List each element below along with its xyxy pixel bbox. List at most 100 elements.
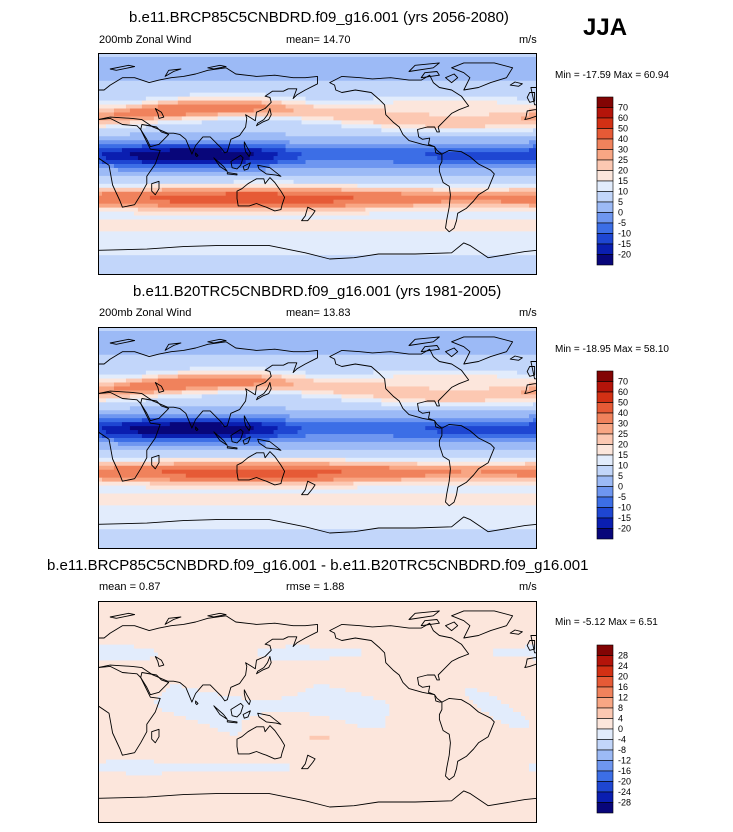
panel-3-title: b.e11.BRCP85C5CNBDRD.f09_g16.001 - b.e11…: [47, 557, 589, 574]
colorbar-3-box-14: [596, 791, 614, 803]
panel-2-title: b.e11.B20TRC5CNBDRD.f09_g16.001 (yrs 198…: [133, 283, 502, 300]
panel-1-mean-label: mean= 14.70: [286, 34, 351, 46]
panel-1-map: [98, 53, 537, 275]
colorbar-2-box-1: [596, 381, 614, 393]
colorbar-1-label-9: 5: [618, 197, 623, 207]
colorbar-2-label-6: 20: [618, 440, 628, 450]
colorbar-2-box-7: [596, 444, 614, 456]
colorbar-3-label-6: 4: [618, 714, 623, 724]
colorbar-3-box-0: [596, 644, 614, 656]
panel-2-units: m/s: [519, 307, 537, 319]
colorbar-2-label-2: 50: [618, 398, 628, 408]
colorbar-1-box-0: [596, 96, 614, 108]
colorbar-2-label-13: -15: [618, 513, 631, 523]
colorbar-2-box-8: [596, 454, 614, 466]
colorbar-2-box-4: [596, 412, 614, 424]
colorbar-3-box-5: [596, 697, 614, 709]
colorbar-3-label-0: 28: [618, 651, 628, 661]
colorbar-3-label-9: -8: [618, 745, 626, 755]
colorbar-1-label-4: 30: [618, 145, 628, 155]
panel-1-units: m/s: [519, 34, 537, 46]
colorbar-3-box-11: [596, 760, 614, 772]
colorbar-3-label-13: -24: [618, 787, 631, 797]
colorbar-3-box-3: [596, 676, 614, 688]
map-1-field: [98, 53, 537, 275]
colorbar-3-box-15: [596, 802, 614, 814]
colorbar-1-label-12: -10: [618, 229, 631, 239]
colorbar-2-box-3: [596, 402, 614, 414]
panel-3-units: m/s: [519, 581, 537, 593]
colorbar-3-label-3: 16: [618, 682, 628, 692]
panel-1-field-label: 200mb Zonal Wind: [99, 34, 192, 46]
colorbar-1-box-6: [596, 159, 614, 171]
colorbar-1-label-14: -20: [618, 250, 631, 260]
colorbar-1-box-10: [596, 201, 614, 213]
map-2-frame: [98, 327, 537, 549]
colorbar-3-box-13: [596, 781, 614, 793]
panel-1-minmax: Min = -17.59 Max = 60.94: [555, 70, 669, 81]
colorbar-2-label-11: -5: [618, 492, 626, 502]
colorbar-3-box-10: [596, 749, 614, 761]
colorbar-2-box-11: [596, 486, 614, 498]
colorbar-2-box-0: [596, 370, 614, 382]
colorbar-1-box-5: [596, 149, 614, 161]
colorbar-3-label-5: 8: [618, 703, 623, 713]
map-2-coastlines: [98, 336, 537, 549]
colorbar-1-box-13: [596, 233, 614, 245]
map-1-frame: [98, 53, 537, 275]
colorbar-2-label-0: 70: [618, 377, 628, 387]
colorbar-1-label-11: -5: [618, 218, 626, 228]
colorbar-1-label-2: 50: [618, 124, 628, 134]
colorbar-1-label-8: 10: [618, 187, 628, 197]
colorbar-2-box-10: [596, 475, 614, 487]
colorbar-2-label-1: 60: [618, 387, 628, 397]
colorbar-2-box-2: [596, 391, 614, 403]
colorbar-3-box-4: [596, 686, 614, 698]
colorbar-3-box-12: [596, 770, 614, 782]
colorbar-1-label-3: 40: [618, 134, 628, 144]
map-3-coastlines: [98, 610, 537, 823]
colorbar-1-box-11: [596, 212, 614, 224]
colorbar-3-box-9: [596, 739, 614, 751]
season-label: JJA: [583, 14, 628, 41]
colorbar-2-box-13: [596, 507, 614, 519]
map-2-field: [98, 327, 537, 549]
colorbar-1-box-4: [596, 138, 614, 150]
colorbar-2-label-5: 25: [618, 429, 628, 439]
colorbar-3-label-4: 12: [618, 693, 628, 703]
colorbar-2-label-4: 30: [618, 419, 628, 429]
colorbar-1-label-13: -15: [618, 239, 631, 249]
colorbar-2-label-8: 10: [618, 461, 628, 471]
colorbar-1-label-0: 70: [618, 103, 628, 113]
colorbar-2-label-12: -10: [618, 503, 631, 513]
colorbar-2-label-10: 0: [618, 482, 623, 492]
colorbar-1-box-2: [596, 117, 614, 129]
panel-2-field-label: 200mb Zonal Wind: [99, 307, 192, 319]
colorbar-3-box-8: [596, 728, 614, 740]
colorbar-1-label-1: 60: [618, 113, 628, 123]
colorbar-3-box-6: [596, 707, 614, 719]
panel-2-minmax: Min = -18.95 Max = 58.10: [555, 344, 669, 355]
panel-2-mean-label: mean= 13.83: [286, 307, 351, 319]
colorbar-3-label-1: 24: [618, 661, 628, 671]
colorbar-2-label-14: -20: [618, 524, 631, 534]
colorbar-3-box-2: [596, 665, 614, 677]
colorbar-1-box-7: [596, 170, 614, 182]
colorbar-1-box-15: [596, 254, 614, 266]
colorbar-2-label-3: 40: [618, 408, 628, 418]
colorbar-2-label-9: 5: [618, 471, 623, 481]
colorbar-1-label-10: 0: [618, 208, 623, 218]
colorbar-2-box-14: [596, 517, 614, 529]
colorbar-1-label-5: 25: [618, 155, 628, 165]
colorbar-2-label-7: 15: [618, 450, 628, 460]
colorbar-2-box-9: [596, 465, 614, 477]
colorbar-3-label-2: 20: [618, 672, 628, 682]
colorbar-1-box-14: [596, 243, 614, 255]
colorbar-2-box-12: [596, 496, 614, 508]
panel-3-map: [98, 601, 537, 823]
colorbar-1-box-8: [596, 180, 614, 192]
colorbar-3-box-1: [596, 655, 614, 667]
panel-3-minmax: Min = -5.12 Max = 6.51: [555, 617, 658, 628]
